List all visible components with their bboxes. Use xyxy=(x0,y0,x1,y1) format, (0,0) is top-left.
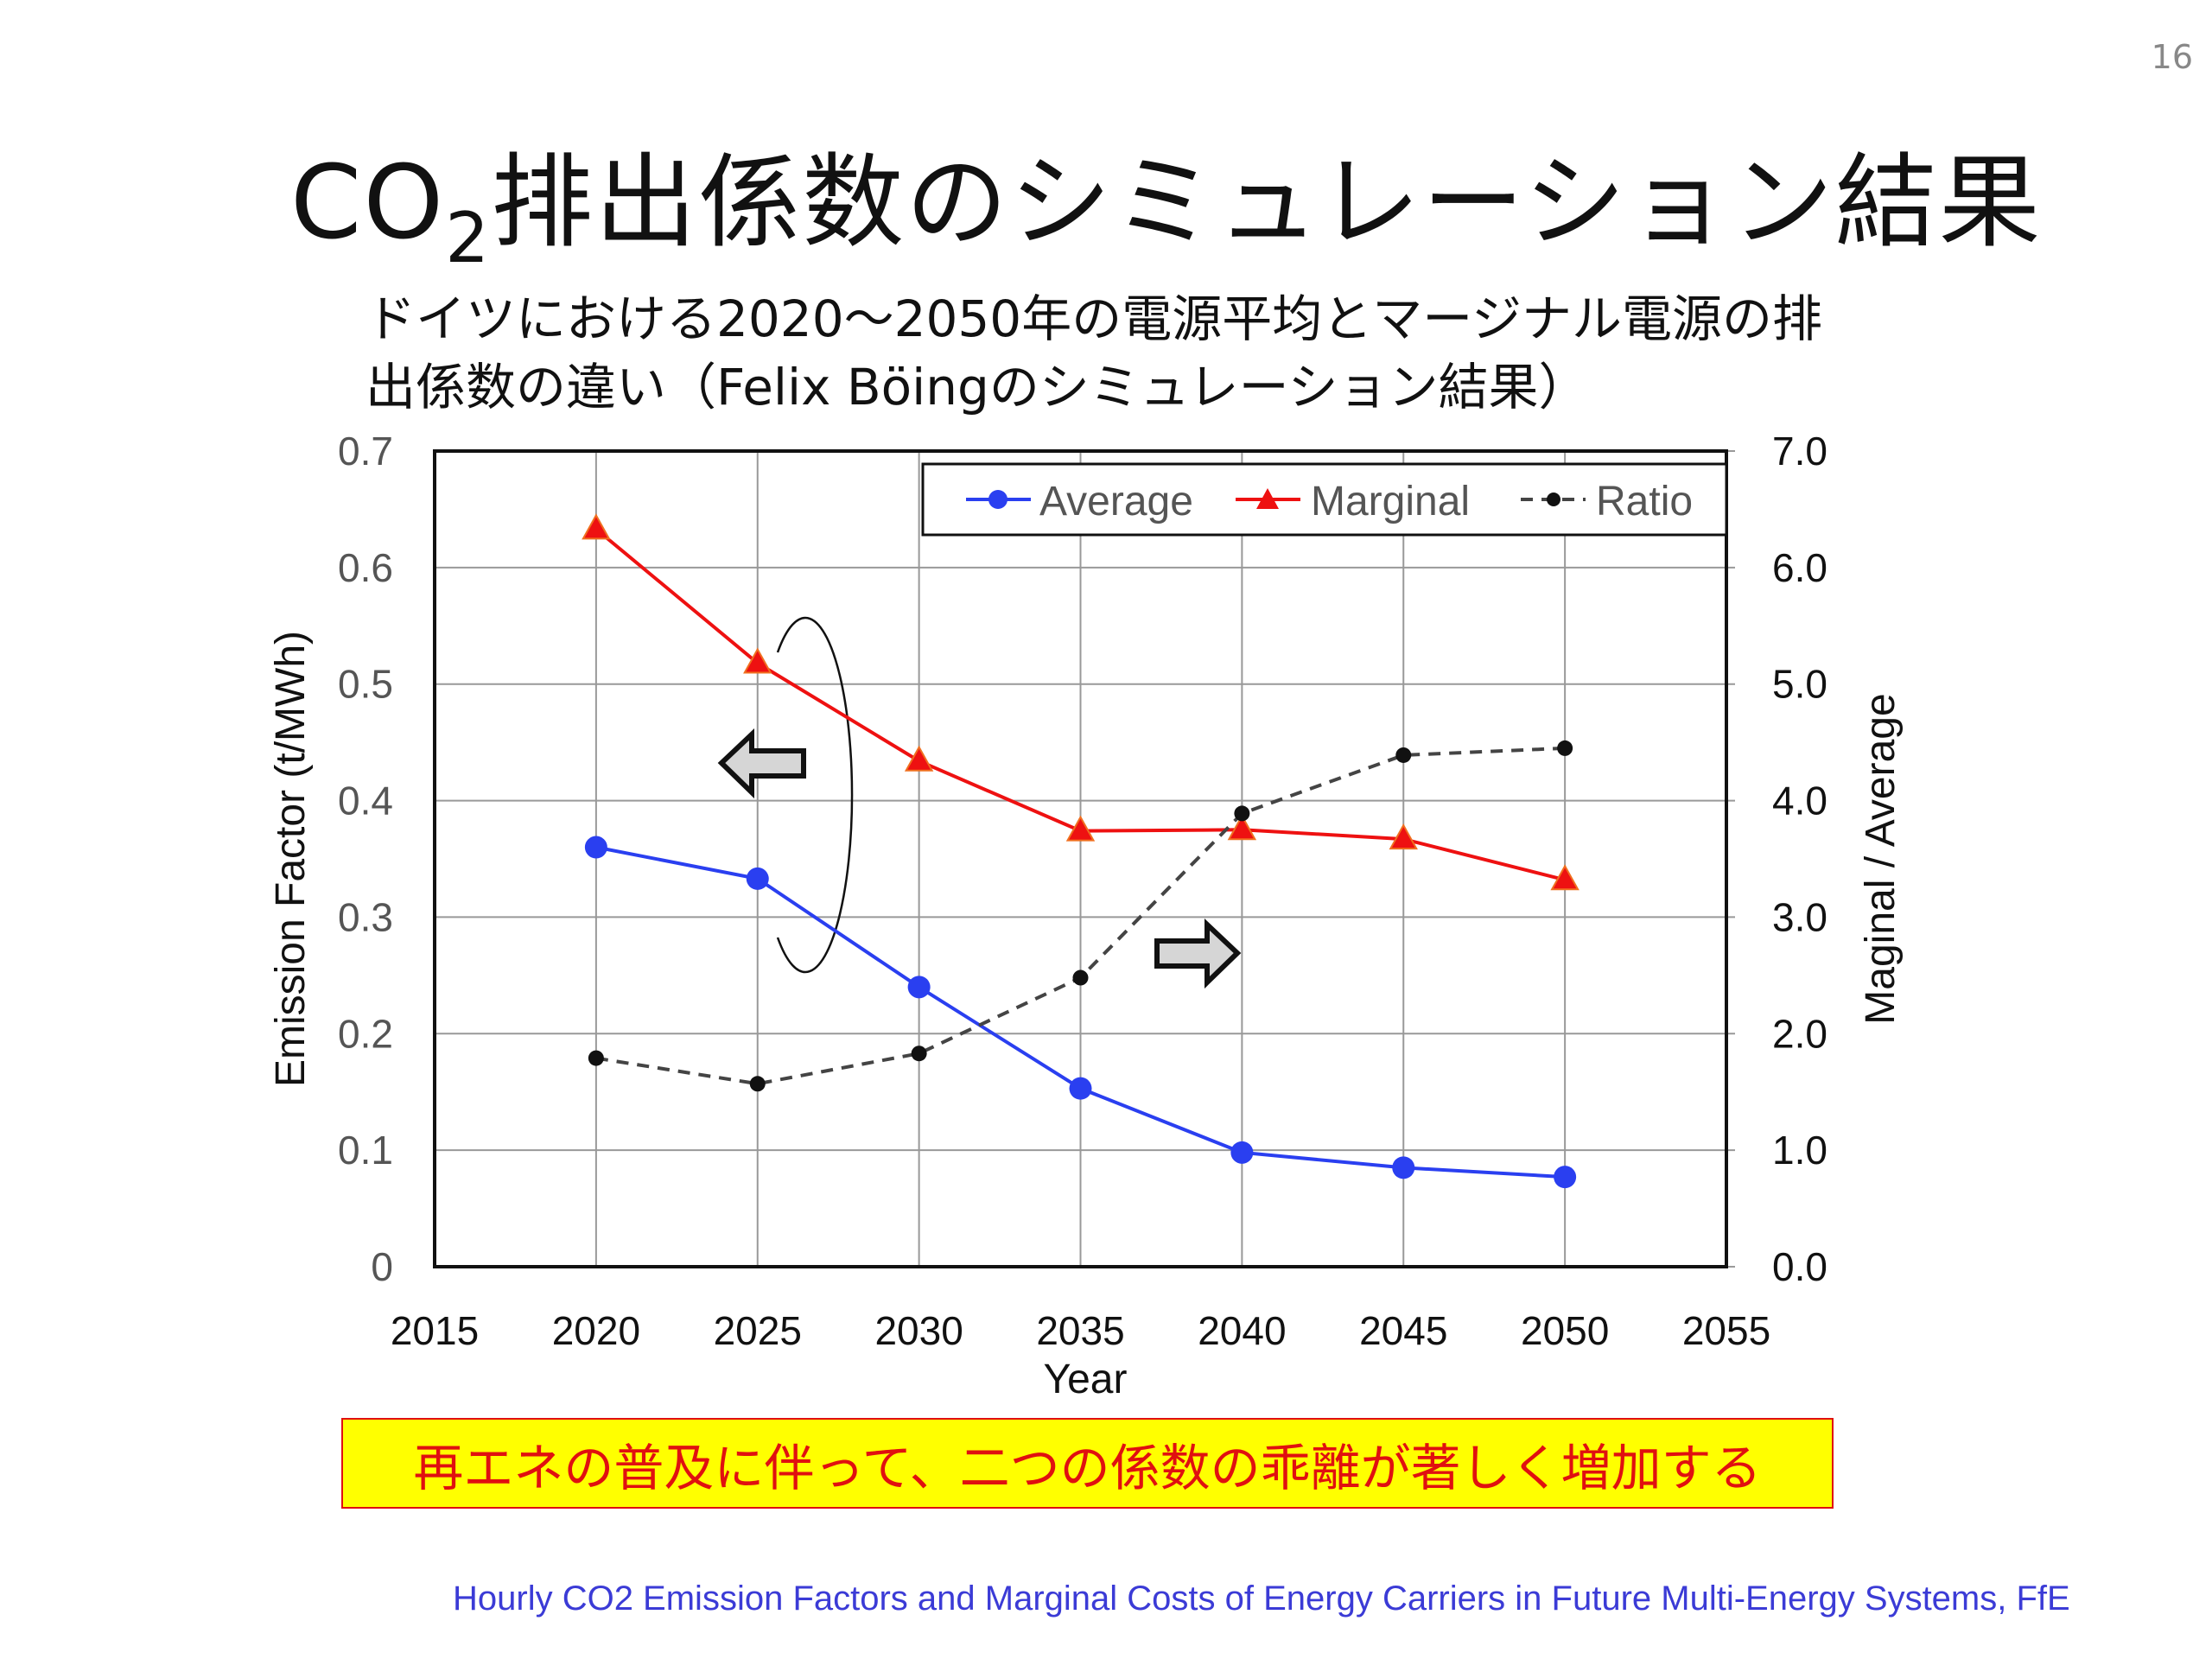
data-point-ratio xyxy=(588,1050,604,1066)
y2-tick-label: 0.0 xyxy=(1772,1244,1827,1289)
legend-marginal-marker xyxy=(1256,488,1279,509)
data-point-ratio xyxy=(749,1076,766,1092)
y2-tick-label: 7.0 xyxy=(1772,429,1827,474)
title-rest: 排出係数のシミュレーション結果 xyxy=(491,143,2043,262)
x-tick-label: 2015 xyxy=(391,1308,479,1353)
y-axis-label: Emission Factor (t/MWh) xyxy=(268,631,314,1087)
y-tick-label: 0.6 xyxy=(338,545,393,590)
x-tick-label: 2050 xyxy=(1521,1308,1609,1353)
x-tick-label: 2045 xyxy=(1359,1308,1447,1353)
y-tick-label: 0.4 xyxy=(338,779,393,823)
y-tick-label: 0.1 xyxy=(338,1128,393,1173)
y2-tick-label: 4.0 xyxy=(1772,779,1827,823)
right-arrow-icon xyxy=(1154,918,1242,989)
data-point-marginal xyxy=(582,513,611,540)
data-point-marginal xyxy=(743,647,772,674)
data-point-average xyxy=(907,976,931,999)
y2-tick-label: 5.0 xyxy=(1772,662,1827,707)
x-axis-label: Year xyxy=(1044,1357,1128,1402)
x-tick-label: 2040 xyxy=(1198,1308,1286,1353)
data-point-average xyxy=(1392,1156,1415,1179)
y2-tick-label: 1.0 xyxy=(1772,1128,1827,1173)
y2-axis-label: Maginal / Average xyxy=(1858,693,1904,1024)
legend-ratio-label: Ratio xyxy=(1596,479,1693,524)
x-tick-label: 2020 xyxy=(552,1308,640,1353)
data-point-ratio xyxy=(1234,805,1250,822)
y-tick-label: 0.2 xyxy=(338,1011,393,1056)
page-number: 16 xyxy=(2151,38,2193,76)
data-point-average xyxy=(1069,1077,1092,1100)
subtitle-line-1: ドイツにおける2020～2050年の電源平均とマージナル電源の排 xyxy=(365,289,1823,348)
y-tick-label: 0.5 xyxy=(338,662,393,707)
data-point-marginal xyxy=(1550,864,1580,891)
legend: Average Marginal Ratio xyxy=(921,462,1728,537)
tick-labels: 2015 2020 2025 2030 2035 2040 2045 2050 2055 0 0.1… xyxy=(338,429,1827,1353)
x-tick-label: 2055 xyxy=(1682,1308,1770,1353)
series-layer xyxy=(582,513,1580,1189)
data-point-ratio xyxy=(911,1046,927,1062)
y-tick-label: 0.3 xyxy=(338,894,393,939)
x-tick-label: 2025 xyxy=(714,1308,802,1353)
annotation-ellipse xyxy=(776,616,854,974)
legend-marginal-label: Marginal xyxy=(1311,479,1470,524)
data-point-marginal xyxy=(1065,815,1096,842)
grid xyxy=(434,450,1735,1268)
y2-tick-label: 6.0 xyxy=(1772,545,1827,590)
data-point-average xyxy=(1554,1166,1577,1189)
data-point-ratio xyxy=(1072,969,1089,986)
data-point-marginal xyxy=(904,745,934,772)
slide-title: CO2排出係数のシミュレーション結果 xyxy=(290,119,2042,278)
plot-frame xyxy=(433,449,1728,1268)
x-tick-label: 2030 xyxy=(874,1308,963,1353)
legend-average-label: Average xyxy=(1039,479,1193,524)
source-citation[interactable]: Hourly CO2 Emission Factors and Marginal… xyxy=(453,1580,2070,1618)
legend-average-marker xyxy=(988,490,1007,509)
data-point-average xyxy=(584,836,607,859)
legend-ratio-marker xyxy=(1547,493,1560,506)
y-tick-label: 0.7 xyxy=(338,429,393,474)
y2-tick-label: 2.0 xyxy=(1772,1011,1827,1056)
legend-box xyxy=(921,462,1728,537)
conclusion-note: 再エネの普及に伴って、二つの係数の乖離が著しく増加する xyxy=(341,1418,1834,1509)
data-point-average xyxy=(1230,1141,1254,1164)
title-prefix: CO xyxy=(290,143,446,262)
y2-tick-label: 3.0 xyxy=(1772,894,1827,939)
title-subscript: 2 xyxy=(445,198,492,278)
y-tick-label: 0 xyxy=(371,1244,393,1289)
x-tick-label: 2035 xyxy=(1036,1308,1124,1353)
data-point-ratio xyxy=(1557,740,1573,756)
left-arrow-icon xyxy=(717,728,806,799)
data-point-ratio xyxy=(1395,747,1412,763)
data-point-marginal xyxy=(1389,823,1418,850)
data-point-average xyxy=(746,867,769,890)
data-point-marginal xyxy=(1227,814,1257,841)
subtitle-line-2: 出係数の違い（Felix Böingのシミュレーション結果） xyxy=(365,358,1589,416)
